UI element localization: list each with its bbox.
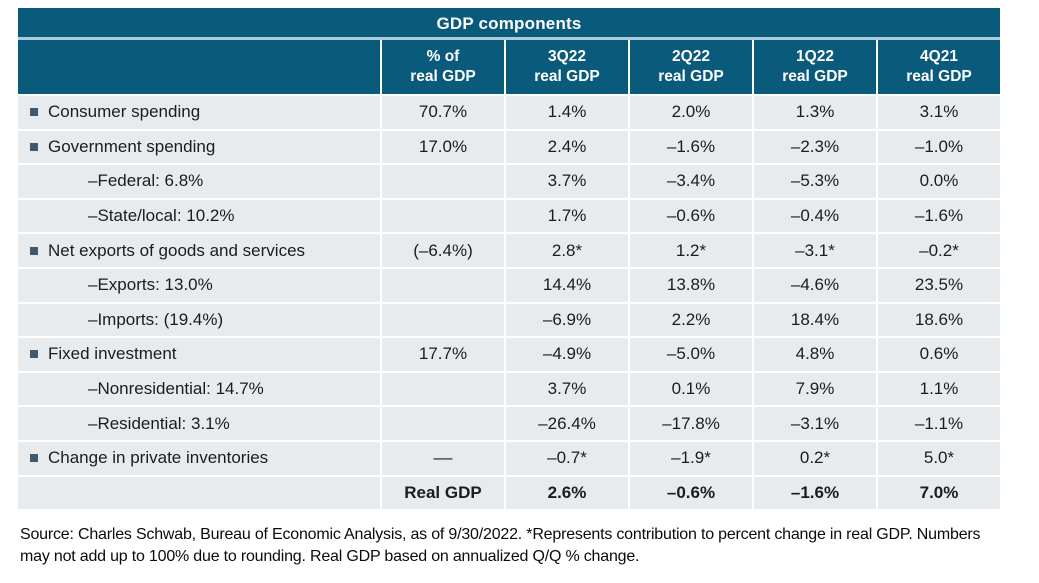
table-title: GDP components [18,8,1000,40]
cell-value: –5.3% [754,165,876,198]
cell-value: 14.4% [506,268,628,302]
row-label-change-in-private-inventories: Change in private inventories [18,441,380,475]
real-gdp-row-header: Real GDP [382,476,504,510]
gdp-components-table: GDP components % of real GDP 3Q22 real G… [18,8,1000,510]
cell-value: –5.0% [630,338,752,371]
cell-value: –6.9% [506,303,628,337]
cell-value: 0.2* [754,441,876,475]
cell-value: –26.4% [506,407,628,440]
cell-value: (–6.4%) [382,234,504,267]
cell-value: 4.8% [754,338,876,371]
cell-value: –0.4% [754,199,876,233]
cell-value [382,407,504,440]
row-label-text: Net exports of goods and services [48,240,306,260]
cell-value: 2.6% [506,476,628,510]
column-header-empty [18,40,380,94]
row-label-net-exports: Net exports of goods and services [18,234,380,267]
column-header-2q22: 2Q22 real GDP [630,40,752,94]
row-label-text: Government spending [48,136,216,156]
bullet-icon [30,108,38,117]
cell-value: 17.0% [382,130,504,164]
cell-value: 18.6% [878,303,1000,337]
row-label-residential: –Residential: 3.1% [18,407,380,440]
column-header-pct-of-real-gdp: % of real GDP [382,40,504,94]
row-label-text: Change in private inventories [48,448,269,468]
column-header-1q22: 1Q22 real GDP [754,40,876,94]
cell-value: 1.4% [506,96,628,129]
cell-value: 5.0* [878,441,1000,475]
row-label-empty [18,476,380,510]
cell-value: –– [382,441,504,475]
cell-value: –4.6% [754,268,876,302]
cell-value: 0.1% [630,372,752,406]
cell-value: –0.2* [878,234,1000,267]
row-label-fixed-investment: Fixed investment [18,338,380,371]
cell-value [382,268,504,302]
cell-value: –3.4% [630,165,752,198]
cell-value: –0.7* [506,441,628,475]
row-label-consumer-spending: Consumer spending [18,96,380,129]
cell-value: 70.7% [382,96,504,129]
cell-value: 3.7% [506,165,628,198]
cell-value: –2.3% [754,130,876,164]
row-label-federal: –Federal: 6.8% [18,165,380,198]
cell-value: –0.6% [630,199,752,233]
row-label-imports: –Imports: (19.4%) [18,303,380,337]
cell-value: 2.4% [506,130,628,164]
column-header-4q21: 4Q21 real GDP [878,40,1000,94]
row-label-state-local: –State/local: 10.2% [18,199,380,233]
cell-value [382,199,504,233]
cell-value: 7.9% [754,372,876,406]
cell-value: 2.8* [506,234,628,267]
row-label-text: Consumer spending [48,102,201,122]
bullet-icon [30,246,38,255]
cell-value [382,165,504,198]
cell-value: –1.6% [754,476,876,510]
row-label-nonresidential: –Nonresidential: 14.7% [18,372,380,406]
cell-value: 3.7% [506,372,628,406]
cell-value: –17.8% [630,407,752,440]
cell-value [382,372,504,406]
cell-value: –1.1% [878,407,1000,440]
cell-value: –1.9* [630,441,752,475]
cell-value: 2.2% [630,303,752,337]
cell-value: 1.2* [630,234,752,267]
cell-value: –1.6% [630,130,752,164]
cell-value: –1.6% [878,199,1000,233]
cell-value: 7.0% [878,476,1000,510]
cell-value: 23.5% [878,268,1000,302]
cell-value: –3.1* [754,234,876,267]
bullet-icon [30,454,38,463]
cell-value: 1.1% [878,372,1000,406]
cell-value: 0.0% [878,165,1000,198]
cell-value: –0.6% [630,476,752,510]
cell-value: 1.3% [754,96,876,129]
cell-value: –3.1% [754,407,876,440]
cell-value: 0.6% [878,338,1000,371]
source-footnote: Source: Charles Schwab, Bureau of Econom… [20,526,981,566]
bullet-icon [30,350,38,359]
cell-value: –1.0% [878,130,1000,164]
row-label-exports: –Exports: 13.0% [18,268,380,302]
cell-value: 3.1% [878,96,1000,129]
cell-value: 18.4% [754,303,876,337]
bullet-icon [30,142,38,151]
column-header-3q22: 3Q22 real GDP [506,40,628,94]
row-label-government-spending: Government spending [18,130,380,164]
cell-value: 2.0% [630,96,752,129]
cell-value: 13.8% [630,268,752,302]
table-grid: % of real GDP 3Q22 real GDP 2Q22 real GD… [18,40,1000,510]
cell-value [382,303,504,337]
cell-value: –4.9% [506,338,628,371]
cell-value: 17.7% [382,338,504,371]
row-label-text: Fixed investment [48,344,177,364]
cell-value: 1.7% [506,199,628,233]
